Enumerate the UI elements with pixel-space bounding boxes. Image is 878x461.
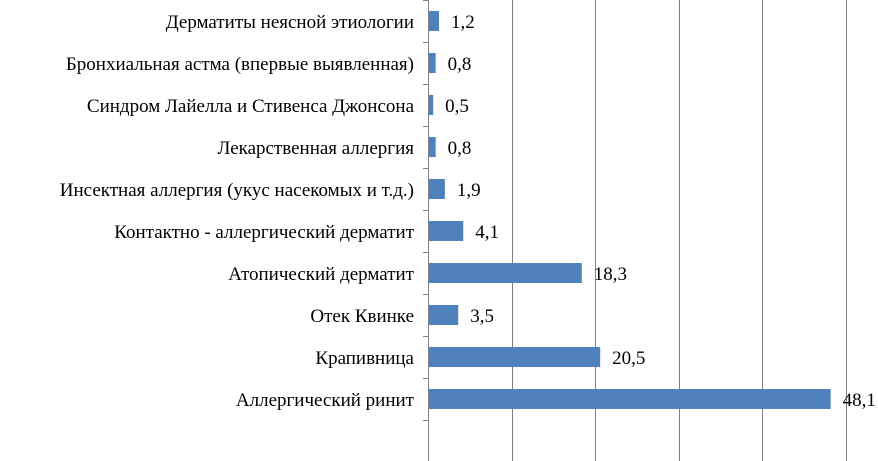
bar-6	[429, 263, 582, 283]
value-label-4: 1,9	[457, 180, 481, 201]
bar-7	[429, 305, 459, 325]
bar-1	[429, 53, 436, 73]
category-labels: Дерматиты неясной этиологии Бронхиальная …	[60, 12, 415, 411]
bar-9	[429, 389, 831, 409]
category-label-0: Дерматиты неясной этиологии	[166, 12, 414, 33]
bar-2	[429, 95, 434, 115]
gridlines	[512, 0, 847, 461]
category-label-2: Синдром Лайелла и Стивенса Джонсона	[87, 96, 415, 117]
category-label-1: Бронхиальная астма (впервые выявленная)	[66, 54, 414, 75]
category-label-6: Атопический дерматит	[228, 264, 414, 285]
bars	[429, 11, 831, 409]
bar-3	[429, 137, 436, 157]
value-label-6: 18,3	[594, 264, 627, 285]
value-label-3: 0,8	[448, 138, 472, 159]
category-label-7: Отек Квинке	[310, 306, 414, 327]
value-label-8: 20,5	[612, 348, 645, 369]
value-label-2: 0,5	[445, 96, 469, 117]
value-label-0: 1,2	[451, 12, 475, 33]
bar-5	[429, 221, 464, 241]
category-label-5: Контактно - аллергический дерматит	[114, 222, 414, 243]
value-label-7: 3,5	[470, 306, 494, 327]
value-labels: 1,2 0,8 0,5 0,8 1,9 4,1 18,3 3,5 20,5 48,1	[445, 12, 876, 411]
value-label-5: 4,1	[475, 222, 499, 243]
bar-0	[429, 11, 440, 31]
value-label-1: 0,8	[448, 54, 472, 75]
bar-8	[429, 347, 601, 367]
category-axis	[423, 0, 429, 461]
bar-4	[429, 179, 445, 199]
value-label-9: 48,1	[843, 390, 876, 411]
category-label-4: Инсектная аллергия (укус насекомых и т.д…	[60, 180, 414, 201]
category-label-3: Лекарственная аллергия	[217, 138, 414, 159]
category-label-8: Крапивница	[315, 348, 414, 369]
category-label-9: Аллергический ринит	[236, 390, 415, 411]
